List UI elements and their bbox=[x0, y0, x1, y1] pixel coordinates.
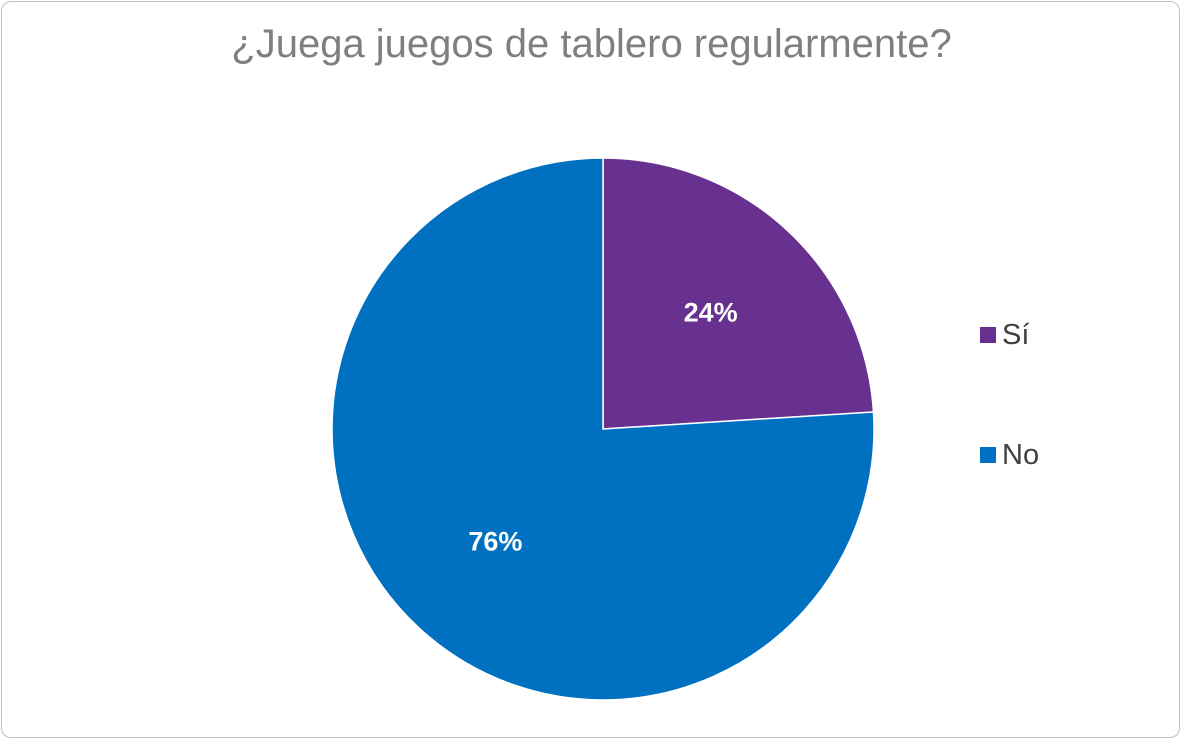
legend-swatch-no bbox=[980, 447, 996, 463]
chart-title: ¿Juega juegos de tablero regularmente? bbox=[231, 22, 952, 66]
data-label-no: 76% bbox=[468, 527, 522, 557]
pie-slice-si bbox=[602, 157, 875, 430]
legend-item-no: No bbox=[980, 435, 1039, 475]
legend: Sí No bbox=[980, 315, 1039, 555]
legend-label-si: Sí bbox=[1002, 318, 1030, 351]
legend-label-no: No bbox=[1002, 438, 1040, 471]
legend-swatch-si bbox=[980, 327, 996, 343]
pie-slice-no bbox=[331, 157, 875, 701]
data-label-si: 24% bbox=[684, 298, 738, 328]
legend-item-si: Sí bbox=[980, 315, 1039, 355]
